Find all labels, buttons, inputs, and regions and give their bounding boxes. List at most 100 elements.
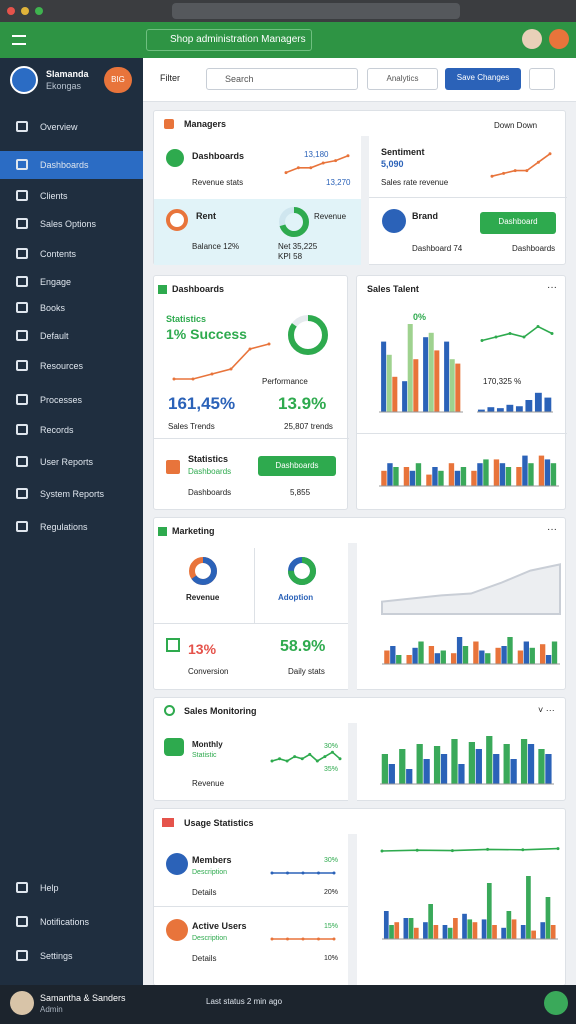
bar xyxy=(540,922,546,939)
avatar[interactable] xyxy=(522,29,542,49)
menu-item[interactable]: Records xyxy=(0,416,143,444)
more[interactable]: ··· xyxy=(547,282,557,293)
point xyxy=(248,347,252,351)
point xyxy=(284,171,288,175)
bar xyxy=(389,925,394,939)
donut-arc xyxy=(279,207,309,237)
bar xyxy=(527,744,535,784)
bar xyxy=(544,459,551,486)
profile-role: Ekongas xyxy=(46,81,82,91)
menu-item[interactable]: Contents xyxy=(0,240,143,268)
menu-item[interactable]: Dashboards xyxy=(0,151,143,179)
menu-item[interactable]: Resources xyxy=(0,352,143,380)
trend-label: 25,807 trends xyxy=(284,422,333,431)
more[interactable]: ··· xyxy=(547,524,557,535)
menu-item[interactable]: Books xyxy=(0,294,143,322)
footer-user: Samantha & Sanders xyxy=(40,993,126,1003)
donut-arc xyxy=(288,557,316,585)
line xyxy=(174,343,270,380)
menu-icon xyxy=(16,159,28,170)
max-dot[interactable] xyxy=(35,7,43,15)
bar xyxy=(485,653,491,664)
menu-item[interactable]: System Reports xyxy=(0,480,143,508)
line-chart xyxy=(480,325,554,342)
card-foot: Daily stats xyxy=(288,667,325,676)
point xyxy=(522,335,526,339)
card-button[interactable]: Dashboards xyxy=(258,456,336,476)
point xyxy=(285,759,289,763)
card-sub: Dashboards xyxy=(512,244,556,253)
analytics-button[interactable]: Analytics xyxy=(367,68,438,90)
card-button[interactable]: Dashboard xyxy=(480,212,556,234)
icon-button[interactable] xyxy=(529,68,555,90)
menu-item[interactable]: Clients xyxy=(0,182,143,210)
menu-label: Dashboards xyxy=(40,160,89,170)
menu-item[interactable]: Help xyxy=(0,874,143,902)
donut-chart xyxy=(189,557,217,585)
menu-item[interactable]: Overview xyxy=(0,113,143,141)
menu-icon xyxy=(16,330,28,341)
min-dot[interactable] xyxy=(21,7,29,15)
menu-item[interactable]: Settings xyxy=(0,942,143,970)
menu-icon xyxy=(16,218,28,229)
bar xyxy=(413,359,419,412)
donut-arc xyxy=(288,315,328,355)
menu-icon xyxy=(16,488,28,499)
bar xyxy=(493,459,500,486)
point xyxy=(317,871,320,875)
url-box[interactable] xyxy=(172,3,460,19)
menu-item[interactable]: User Reports xyxy=(0,448,143,476)
point xyxy=(536,160,540,164)
bar xyxy=(515,406,523,412)
bar xyxy=(503,744,510,784)
bar xyxy=(534,392,542,412)
donut-chart xyxy=(279,207,309,237)
badge-button[interactable]: BIG xyxy=(104,67,132,93)
avatar[interactable] xyxy=(544,991,568,1015)
card-icon xyxy=(166,460,180,474)
bar xyxy=(487,407,495,412)
point xyxy=(309,166,313,170)
bar xyxy=(477,463,483,486)
avatar[interactable] xyxy=(549,29,569,49)
menu-item[interactable]: Notifications xyxy=(0,908,143,936)
search-box[interactable]: Search xyxy=(206,68,358,90)
big-value: 161,45% xyxy=(168,394,236,413)
bar xyxy=(551,641,558,664)
red-value: 13% xyxy=(188,641,217,657)
menu-item[interactable]: Engage xyxy=(0,268,143,296)
primary-button[interactable]: Save Changes xyxy=(445,68,521,90)
card-value: 5,090 xyxy=(381,159,404,169)
row-value: 20% xyxy=(324,889,339,896)
dropdown[interactable]: ˅ ··· xyxy=(538,705,555,715)
point xyxy=(301,937,305,941)
logo xyxy=(10,66,38,94)
menu-item[interactable]: Sales Options xyxy=(0,210,143,238)
section-marketing: Marketing ··· Revenue Adoption 13% 58.9%… xyxy=(153,517,566,691)
bar xyxy=(538,455,545,486)
line xyxy=(271,751,341,762)
point xyxy=(338,757,342,761)
menu-item[interactable]: Processes xyxy=(0,386,143,414)
card-tag: 0% xyxy=(413,312,427,322)
bar xyxy=(479,650,485,664)
bar xyxy=(456,637,463,664)
bar-chart xyxy=(382,876,558,940)
bar xyxy=(516,467,522,486)
close-dot[interactable] xyxy=(7,7,15,15)
bar xyxy=(505,467,512,486)
bar xyxy=(506,404,514,412)
bar xyxy=(531,930,536,939)
point xyxy=(286,937,289,941)
section-action[interactable]: Down Down xyxy=(494,121,538,130)
bar xyxy=(501,927,506,939)
menu-icon xyxy=(16,950,28,961)
bar xyxy=(455,363,461,412)
bar-chart xyxy=(382,637,560,665)
menu-item[interactable]: Default xyxy=(0,322,143,350)
point xyxy=(301,871,305,875)
menu-icon[interactable] xyxy=(12,35,26,45)
donut-label: Adoption xyxy=(278,593,314,602)
avatar[interactable] xyxy=(10,991,34,1015)
menu-item[interactable]: Regulations xyxy=(0,513,143,541)
